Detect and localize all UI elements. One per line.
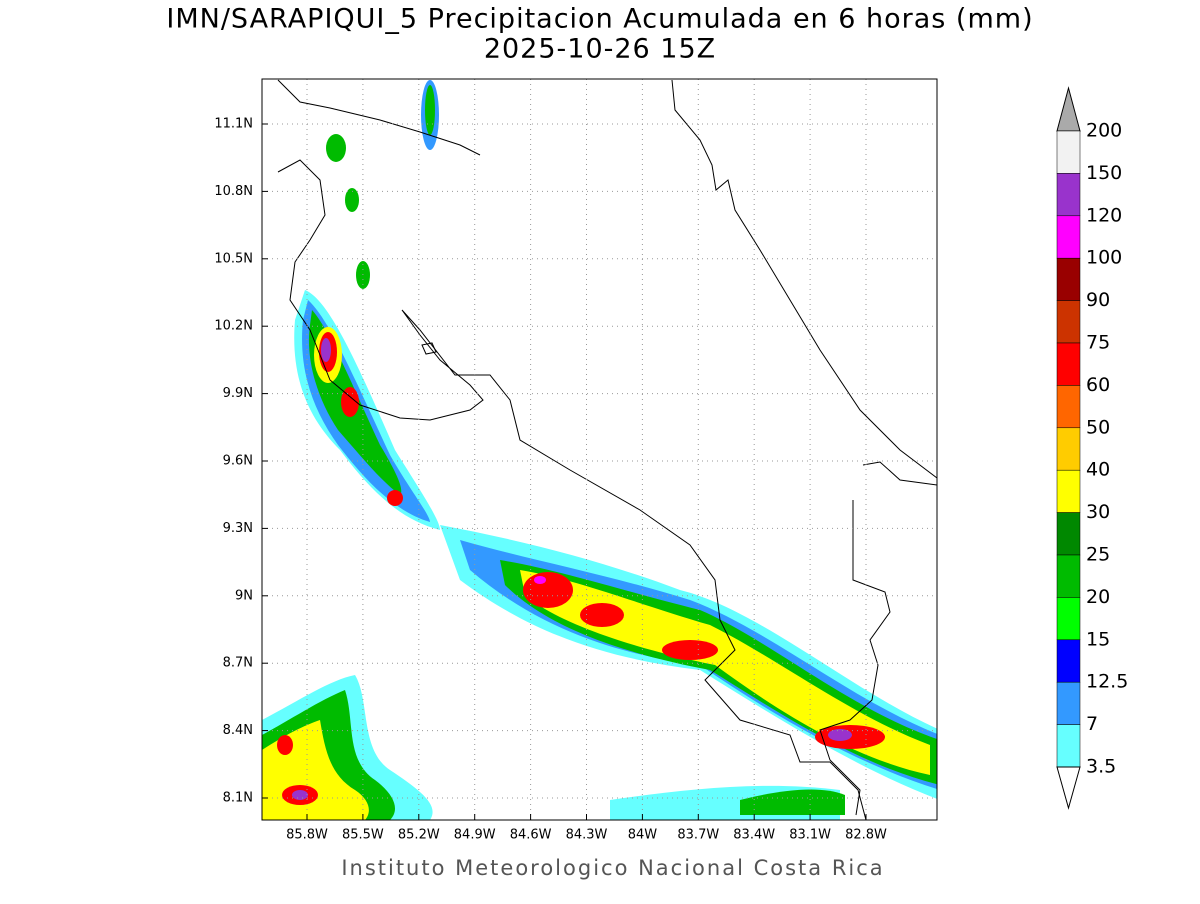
colorbar-segment [1056,554,1081,598]
colorbar-under [1056,766,1081,810]
rain-area [321,338,331,362]
colorbar-label: 15 [1086,628,1110,650]
colorbar-label: 150 [1086,162,1122,184]
colorbar-segment [1056,639,1081,683]
colorbar-label: 3.5 [1086,756,1116,778]
x-tick-label: 84.9W [454,828,496,843]
border [819,500,891,816]
y-tick-label: 9.6N [223,454,253,469]
colorbar-label: 200 [1086,120,1122,142]
y-tick-label: 10.5N [214,251,253,266]
rain-area [662,640,718,660]
coastline [277,159,867,820]
colorbar-segment [1056,385,1081,429]
colorbar-segment [1056,215,1081,259]
colorbar-segment [1056,257,1081,301]
rain-area [345,188,359,212]
colorbar-segment [1056,724,1081,768]
colorbar-label: 7 [1086,713,1098,735]
colorbar-label: 30 [1086,501,1110,523]
footer: Instituto Meteorologico Nacional Costa R… [341,856,884,880]
precipitation-field [262,80,937,820]
border [862,461,937,486]
coastline [671,79,937,479]
rain-area [580,603,624,627]
y-tick-label: 8.7N [223,656,253,671]
coastlines [277,79,937,820]
colorbar-label: 75 [1086,332,1110,354]
y-tick-label: 10.2N [214,319,253,334]
x-tick-label: 84.3W [566,828,608,843]
colorbar-label: 12.5 [1086,671,1128,693]
colorbar-segment [1056,342,1081,386]
y-tick-label: 9N [235,588,253,603]
colorbar-over [1056,86,1081,132]
colorbar-label: 40 [1086,459,1110,481]
y-tick-label: 8.4N [223,723,253,738]
x-tick-label: 83.1W [789,828,831,843]
rain-area [387,490,403,506]
map-frame [261,78,938,821]
colorbar-label: 50 [1086,416,1110,438]
title: IMN/SARAPIQUI_5 Precipitacion Acumulada … [166,4,1033,35]
x-tick-label: 84W [628,828,658,843]
rain-area [425,85,435,135]
x-tick-label: 82.8W [845,828,887,843]
rain-area [326,134,346,162]
x-tick-label: 83.7W [677,828,719,843]
colorbar-label: 90 [1086,289,1110,311]
y-tick-label: 11.1N [214,117,253,132]
colorbar-segment [1056,130,1081,174]
colorbar-label: 25 [1086,544,1110,566]
x-tick-label: 83.4W [733,828,775,843]
y-tick-label: 10.8N [214,184,253,199]
colorbar-segment [1056,469,1081,513]
y-tick-label: 8.1N [223,791,253,806]
x-tick-label: 85.2W [398,828,440,843]
colorbar-label: 100 [1086,247,1122,269]
colorbar-segment [1056,681,1081,725]
grid [262,79,937,820]
x-tick-label: 85.8W [286,828,328,843]
x-tick-label: 84.6W [510,828,552,843]
rain-area [534,576,546,584]
colorbar-segment [1056,173,1081,217]
colorbar-label: 120 [1086,204,1122,226]
y-tick-label: 9.3N [223,521,253,536]
rain-area [740,789,845,815]
x-tick-label: 85.5W [342,828,384,843]
rain-area [292,790,308,800]
subtitle: 2025-10-26 15Z [484,34,716,65]
y-tick-label: 9.9N [223,386,253,401]
colorbar-label: 60 [1086,374,1110,396]
colorbar-segment [1056,597,1081,641]
island [421,342,437,355]
rain-area [520,570,930,775]
rain-area [277,735,293,755]
colorbar-segment [1056,512,1081,556]
colorbar-label: 20 [1086,586,1110,608]
colorbar-segment [1056,300,1081,344]
rain-area [828,729,852,741]
rain-area [341,387,359,417]
colorbar-segment [1056,427,1081,471]
coastline [277,79,481,156]
